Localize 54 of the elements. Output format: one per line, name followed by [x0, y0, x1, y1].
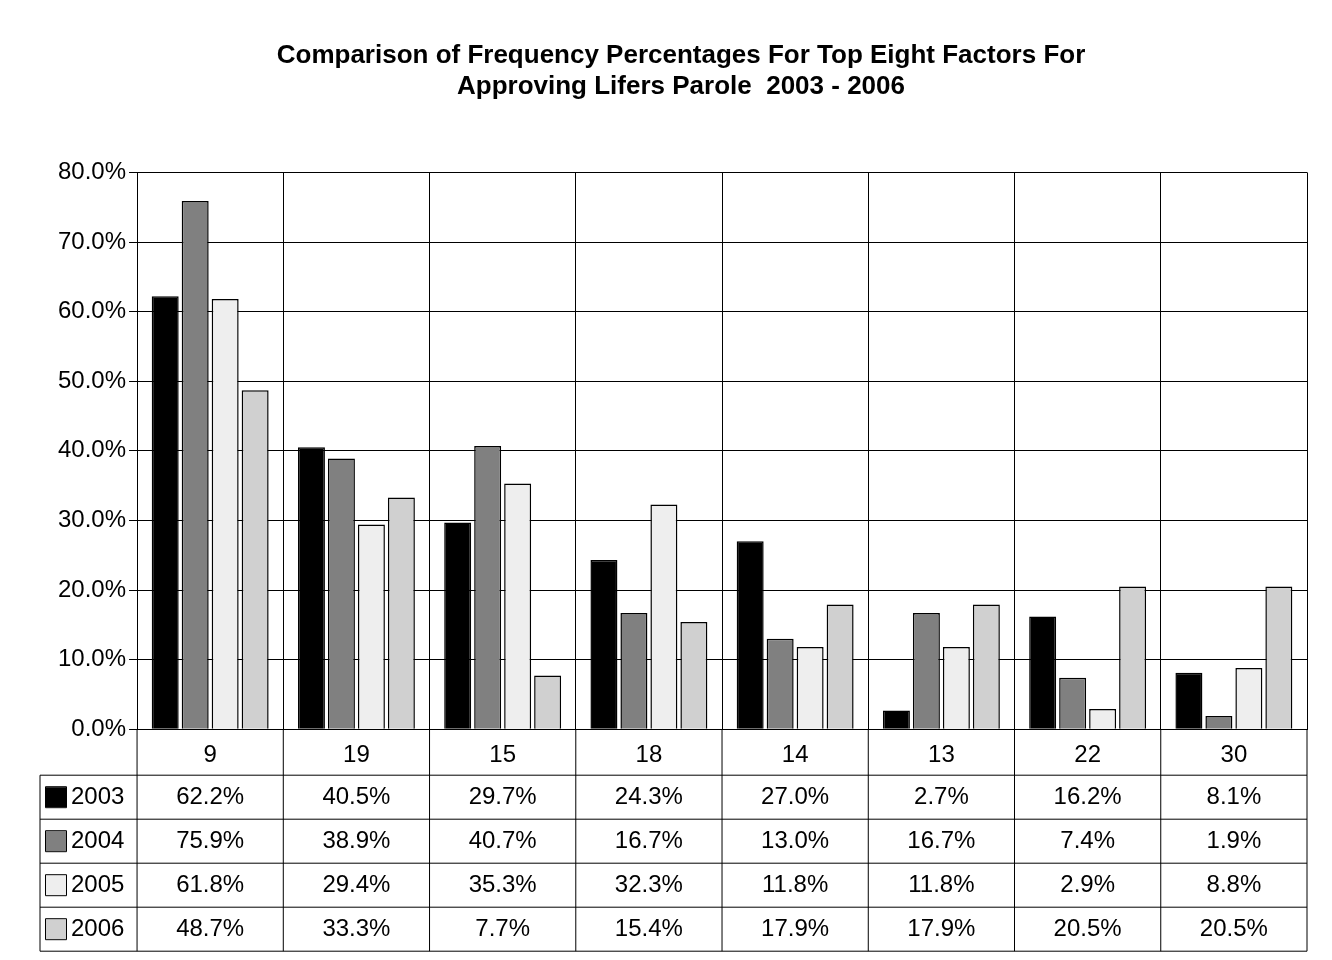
data-label: 11.8%: [908, 869, 975, 897]
y-tick-label: 10.0%: [57, 644, 127, 672]
data-label: 17.9%: [907, 913, 976, 941]
data-label: 27.0%: [761, 781, 830, 809]
data-label: 11.8%: [762, 869, 829, 897]
x-tick-label: 18: [635, 740, 663, 768]
data-label: 7.7%: [475, 913, 531, 941]
y-tick-label: 0.0%: [71, 713, 127, 741]
data-label: 61.8%: [176, 869, 245, 897]
data-label: 32.3%: [614, 869, 683, 897]
data-label: 7.4%: [1060, 825, 1115, 853]
x-tick-label: 30: [1220, 740, 1248, 768]
y-tick-label: 60.0%: [57, 296, 127, 324]
data-label: 62.2%: [176, 781, 245, 809]
data-label: 16.2%: [1053, 781, 1122, 809]
x-tick-label: 22: [1074, 740, 1101, 768]
data-label: 20.5%: [1053, 913, 1122, 941]
y-tick-label: 80.0%: [57, 157, 127, 185]
legend-label: 2004: [71, 825, 125, 853]
data-label: 33.3%: [322, 913, 391, 941]
data-label: 15.4%: [614, 913, 683, 941]
x-tick-label: 15: [489, 740, 517, 768]
data-label: 17.9%: [761, 913, 830, 941]
y-tick-label: 70.0%: [57, 226, 127, 254]
data-label: 16.7%: [614, 825, 683, 853]
data-label: 16.7%: [907, 825, 976, 853]
data-label: 38.9%: [322, 825, 391, 853]
x-tick-label: 14: [781, 740, 809, 768]
data-label: 40.7%: [468, 825, 537, 853]
data-label: 75.9%: [176, 825, 245, 853]
y-tick-label: 50.0%: [57, 365, 127, 393]
x-tick-label: 13: [928, 740, 955, 768]
data-label: 29.7%: [468, 781, 537, 809]
data-label: 40.5%: [322, 781, 391, 809]
legend-label: 2003: [71, 781, 125, 809]
y-tick-label: 20.0%: [57, 574, 127, 602]
data-label: 2.7%: [914, 781, 969, 809]
x-tick-label: 19: [343, 740, 370, 768]
data-label: 2.9%: [1060, 869, 1115, 897]
data-label: 29.4%: [322, 869, 391, 897]
data-label: 24.3%: [614, 781, 683, 809]
y-tick-label: 40.0%: [57, 435, 127, 463]
data-label: 35.3%: [468, 869, 537, 897]
data-label: 13.0%: [761, 825, 830, 853]
data-label: 48.7%: [176, 913, 245, 941]
y-tick-label: 30.0%: [57, 505, 127, 533]
data-label: 8.1%: [1206, 781, 1262, 809]
legend-label: 2006: [71, 913, 125, 941]
data-label: 8.8%: [1206, 869, 1262, 897]
chart-title: Comparison of Frequency Percentages For Top Eight Factors For Approving Lifers Parole 2003 - 2006: [276, 38, 1086, 100]
legend-label: 2005: [71, 869, 125, 897]
data-label: 20.5%: [1199, 913, 1268, 941]
data-label: 1.9%: [1206, 825, 1262, 853]
x-tick-label: 9: [203, 740, 217, 768]
